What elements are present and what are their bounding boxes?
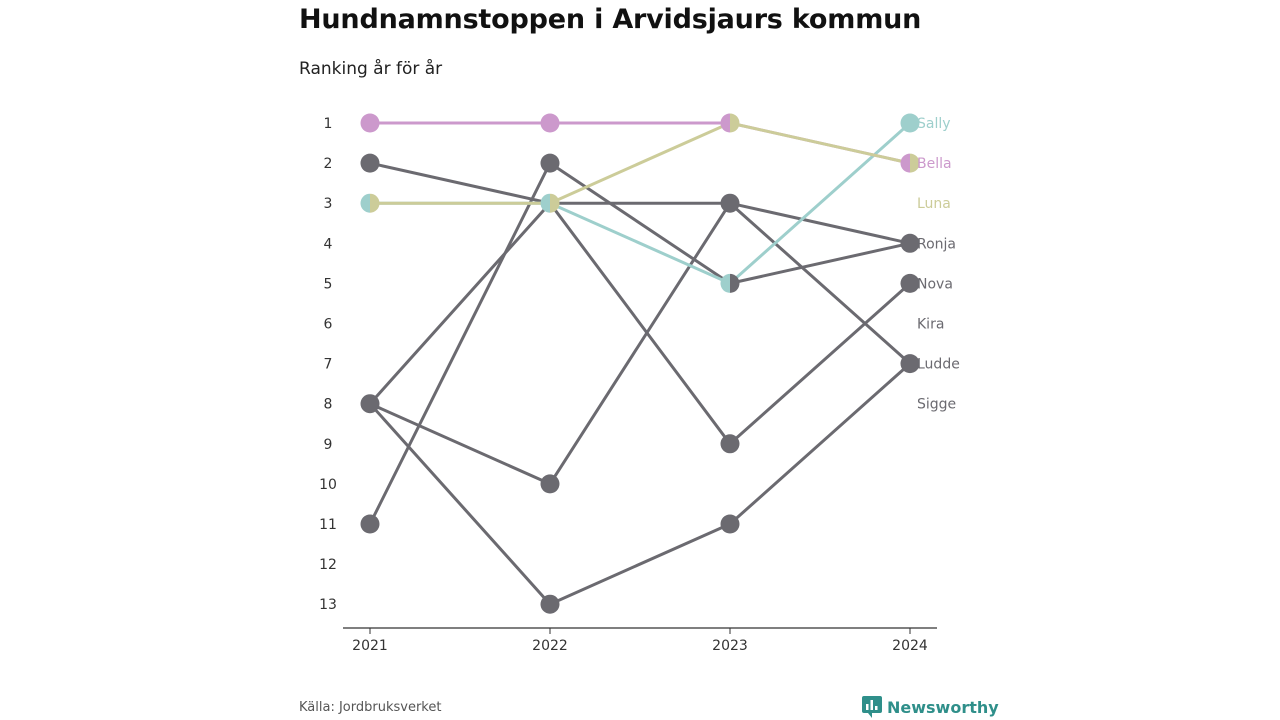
point-sally [720,273,730,293]
newsworthy-logo-icon [862,696,882,718]
chart-subtitle: Ranking år för år [299,59,443,79]
series-line-kira [368,161,911,525]
point-luna [370,193,380,213]
point-ronja [900,233,910,253]
series-line-nova [368,201,911,446]
series-label-sally: Sally [917,116,951,132]
point-bella [360,113,380,133]
series-line-ronja [369,161,911,245]
y-tick-label: 9 [324,437,333,453]
series-label-sigge: Sigge [917,397,956,413]
brand-logo[interactable]: Newsworthy [862,696,999,718]
point-luna [910,153,920,173]
series-label-kira: Kira [917,317,944,333]
point-sigge [730,193,740,213]
point-sally [360,193,370,213]
point-kira [730,273,740,293]
chart-title: Hundnamnstoppen i Arvidsjaurs kommun [299,4,922,35]
point-ronja [720,193,730,213]
point-kira [540,153,560,173]
point-nova [360,394,370,414]
point-ronja [360,153,380,173]
point-luna [550,193,560,213]
y-tick-label: 7 [324,357,333,373]
point-ludde [720,514,740,534]
point-nova [720,434,740,454]
y-tick-label: 12 [319,557,337,573]
y-tick-label: 11 [319,517,337,533]
x-tick-label: 2023 [712,638,748,654]
point-ludde [370,394,380,414]
y-tick-label: 2 [324,156,333,172]
point-luna [730,113,740,133]
series-label-luna: Luna [917,196,951,212]
point-sigge [910,354,920,374]
y-tick-label: 10 [319,477,337,493]
brand-name: Newsworthy [887,697,999,717]
point-ludde [900,354,910,374]
point-sally [900,113,920,133]
series-label-ludde: Ludde [917,357,960,373]
y-tick-label: 1 [324,116,333,132]
point-kira [910,233,920,253]
y-tick-label: 13 [319,597,337,613]
y-tick-label: 4 [324,236,333,252]
series-line-ludde [368,362,911,606]
x-tick-label: 2022 [532,638,568,654]
series-line-luna [370,121,911,205]
series-line-sigge [369,201,911,486]
point-kira [360,514,380,534]
series-label-ronja: Ronja [917,236,956,252]
point-bella [540,113,560,133]
series-line-bella [370,121,911,165]
point-sally [540,193,550,213]
source-note: Källa: Jordbruksverket [299,700,442,715]
x-tick-label: 2024 [892,638,928,654]
y-tick-label: 5 [324,276,333,292]
y-tick-label: 6 [324,317,333,333]
point-bella [720,113,730,133]
x-tick-label: 2021 [352,638,388,654]
point-bella [900,153,910,173]
series-label-bella: Bella [917,156,952,172]
series-label-nova: Nova [917,276,953,292]
point-sigge [540,474,560,494]
point-ludde [540,594,560,614]
point-nova [900,273,920,293]
y-tick-label: 8 [324,397,333,413]
y-tick-label: 3 [324,196,333,212]
